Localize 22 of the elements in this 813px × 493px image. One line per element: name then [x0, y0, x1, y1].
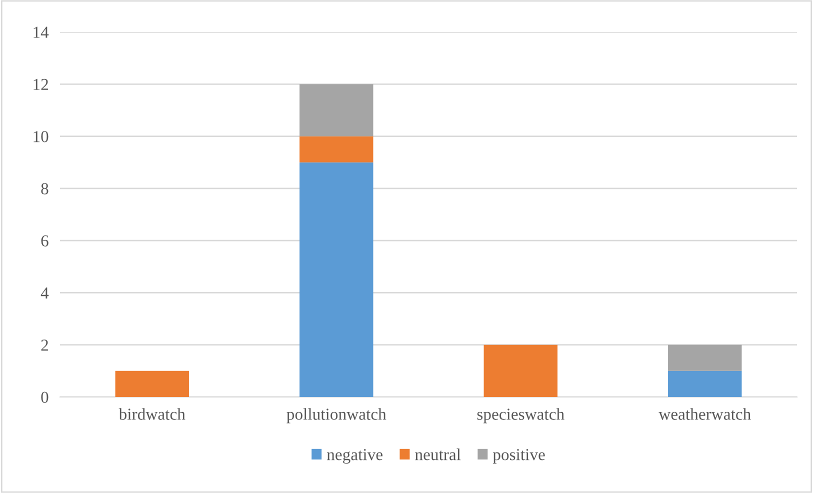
y-tick-label: 0 [41, 392, 48, 403]
y-tick-label: 8 [41, 183, 48, 194]
y-tick-label: 2 [41, 340, 48, 351]
legend-label: negative [326, 449, 382, 464]
legend-label: positive [492, 449, 545, 464]
x-tick-label: weatherwatch [658, 408, 751, 420]
y-tick-label: 6 [41, 235, 48, 247]
bar [484, 344, 558, 397]
x-tick-label: birdwatch [118, 408, 186, 420]
y-tick-label: 10 [34, 130, 48, 142]
bar [300, 136, 374, 162]
legend-label: neutral [415, 448, 461, 460]
y-tick-label: 14 [34, 26, 49, 38]
bar [668, 344, 742, 371]
bar [300, 84, 374, 136]
bar [115, 370, 189, 397]
y-tick-label: 4 [40, 288, 49, 298]
y-tick-label: 12 [34, 78, 48, 90]
bar [668, 370, 742, 397]
bar [300, 162, 374, 397]
x-tick-label: pollutionwatch [286, 408, 386, 424]
x-tick-label: specieswatch [477, 408, 564, 424]
